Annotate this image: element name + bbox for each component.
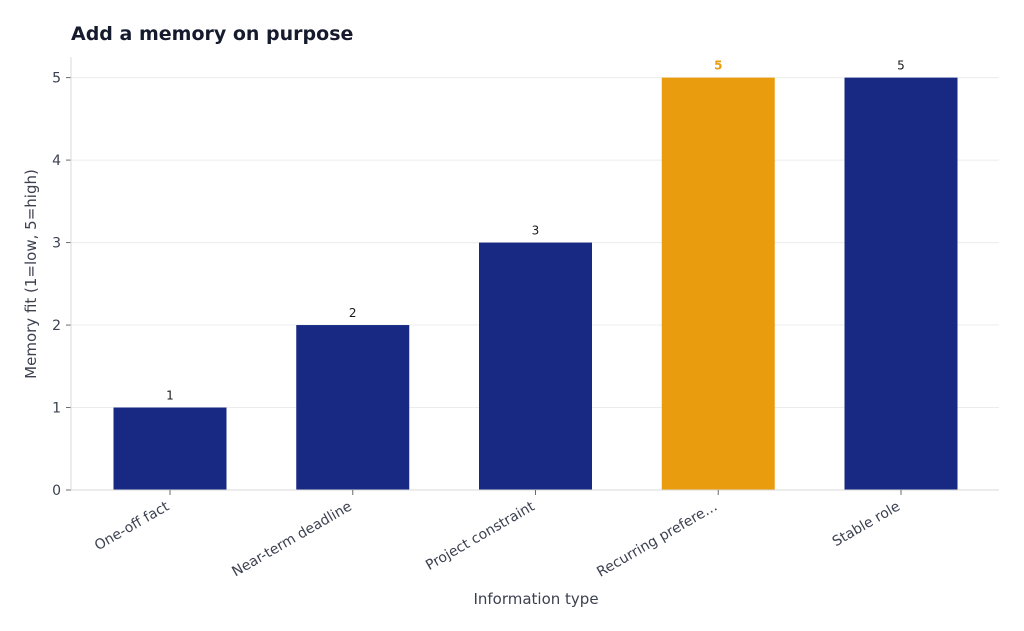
x-tick-label: Stable role (830, 499, 903, 551)
bar (479, 242, 592, 490)
y-tick-label: 5 (52, 71, 61, 87)
y-tick-label: 2 (52, 318, 61, 334)
data-labels: 1 2 3 5 5 (166, 59, 905, 403)
bar-value-label: 3 (532, 224, 540, 238)
bar-value-label: 1 (166, 389, 174, 403)
y-tick-label: 1 (52, 401, 61, 417)
bar (113, 407, 227, 490)
y-tick-label: 3 (52, 236, 61, 252)
x-tick-label: Project constraint (423, 498, 538, 574)
x-tick-label: One-off fact (92, 498, 172, 554)
bar (661, 77, 775, 490)
x-axis-title: Information type (473, 590, 598, 608)
y-tick-label: 4 (52, 153, 61, 169)
y-tick-label: 0 (52, 483, 61, 499)
bars (113, 77, 958, 490)
chart-title: Add a memory on purpose (71, 23, 353, 45)
bar-value-label: 2 (349, 306, 357, 320)
y-axis-title: Memory fit (1=low, 5=high) (22, 169, 40, 379)
x-tick-label: Recurring prefere… (594, 499, 720, 581)
bar-value-label: 5 (897, 59, 905, 73)
bar (296, 325, 410, 490)
bar-value-label: 5 (714, 59, 722, 73)
bar (844, 77, 958, 490)
x-tick-label: Near-term deadline (229, 499, 354, 581)
